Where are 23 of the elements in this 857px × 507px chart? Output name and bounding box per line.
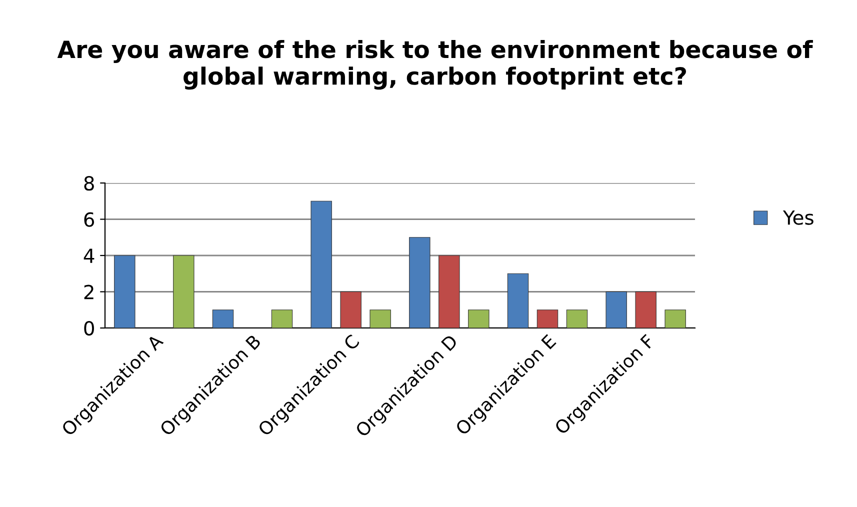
bar [606,291,627,328]
y-tick-label: 8 [84,176,94,191]
bar [664,310,686,328]
y-tick-label: 0 [84,320,94,336]
bar [438,255,460,328]
legend-label: Yes [782,210,814,225]
bar [507,273,529,328]
chart-title: Are you aware of the risk to the environment because of global warming, carbon footprint etc? [57,40,813,90]
bar [635,291,656,328]
y-tick-label: 2 [84,284,94,300]
bar [310,200,332,328]
bar [271,310,293,328]
bar [536,310,558,328]
y-tick-label: 6 [84,212,94,227]
bar [173,255,194,328]
bar [212,310,234,328]
bar [340,291,362,328]
bar [370,310,391,328]
bar [409,237,430,328]
bar [566,310,588,328]
bar [468,310,490,328]
y-tick-label: 4 [84,248,94,263]
bar [114,255,136,328]
